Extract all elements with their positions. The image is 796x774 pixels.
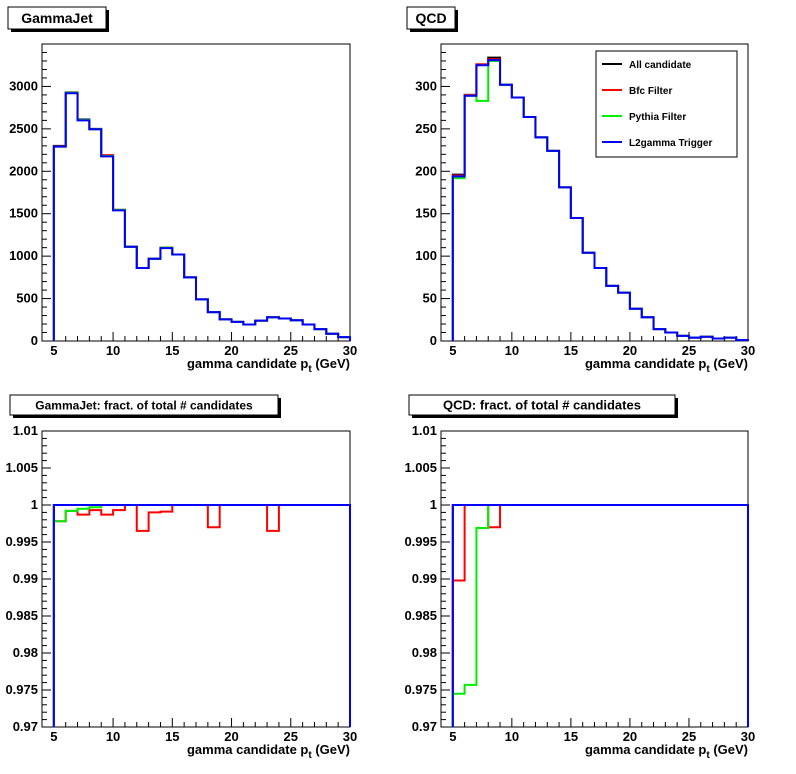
x-tick-label: 20 — [623, 729, 637, 744]
x-tick-label: 30 — [343, 343, 357, 358]
x-tick-label: 5 — [449, 343, 456, 358]
x-axis-label: gamma candidate pt (GeV) — [187, 742, 350, 761]
x-tick-label: 5 — [50, 729, 57, 744]
title-box — [7, 6, 107, 30]
histogram-series-3 — [451, 504, 749, 727]
y-tick-label: 1500 — [9, 206, 38, 221]
x-axis-label: gamma candidate pt (GeV) — [585, 356, 748, 375]
y-tick-label: 0 — [430, 333, 437, 348]
y-tick-label: 0.99 — [13, 571, 38, 586]
x-axis-label: gamma candidate pt (GeV) — [187, 356, 350, 375]
y-tick-label: 0.975 — [5, 682, 38, 697]
y-tick-label: 250 — [415, 121, 437, 136]
y-tick-label: 0.985 — [404, 608, 437, 623]
y-tick-label: 100 — [415, 248, 437, 263]
x-tick-label: 25 — [682, 729, 696, 744]
histogram-series-3 — [52, 504, 351, 727]
x-tick-label: 10 — [505, 343, 519, 358]
y-tick-label: 1 — [31, 497, 38, 512]
histogram-series-1 — [52, 504, 351, 727]
x-tick-label: 25 — [284, 729, 298, 744]
title-box — [408, 394, 676, 416]
y-tick-label: 1.005 — [404, 460, 437, 475]
y-tick-label: 2000 — [9, 163, 38, 178]
x-tick-label: 15 — [165, 729, 179, 744]
x-tick-label: 10 — [505, 729, 519, 744]
x-tick-label: 10 — [106, 729, 120, 744]
x-tick-label: 15 — [165, 343, 179, 358]
y-tick-label: 0.97 — [412, 719, 437, 734]
x-axis-label: gamma candidate pt (GeV) — [585, 742, 748, 761]
y-tick-label: 50 — [423, 291, 437, 306]
histogram-series-2 — [52, 504, 351, 727]
y-tick-label: 3000 — [9, 78, 38, 93]
x-tick-label: 5 — [449, 729, 456, 744]
x-tick-label: 5 — [50, 343, 57, 358]
y-tick-label: 0.98 — [13, 645, 38, 660]
histogram-series-1 — [451, 504, 749, 727]
x-tick-label: 15 — [564, 343, 578, 358]
legend-label: Bfc Filter — [629, 86, 672, 97]
y-tick-label: 1.005 — [5, 460, 38, 475]
y-tick-label: 200 — [415, 163, 437, 178]
legend-label: All candidate — [629, 60, 692, 71]
y-tick-label: 0.98 — [412, 645, 437, 660]
y-tick-label: 0.995 — [5, 534, 38, 549]
y-tick-label: 0 — [31, 333, 38, 348]
y-tick-label: 300 — [415, 78, 437, 93]
x-tick-label: 20 — [623, 343, 637, 358]
x-tick-label: 30 — [741, 343, 755, 358]
chart-title: QCD — [415, 10, 446, 26]
y-tick-label: 1000 — [9, 248, 38, 263]
histogram-series-4 — [451, 59, 749, 342]
y-tick-label: 0.995 — [404, 534, 437, 549]
y-tick-label: 1 — [430, 497, 437, 512]
histogram-series-2 — [451, 504, 749, 727]
x-tick-label: 25 — [284, 343, 298, 358]
histogram-series-4 — [52, 504, 351, 727]
title-box — [406, 6, 456, 30]
y-tick-label: 150 — [415, 206, 437, 221]
y-tick-label: 1.01 — [13, 423, 38, 438]
x-tick-label: 25 — [682, 343, 696, 358]
title-box — [9, 394, 279, 416]
chart-title: GammaJet — [21, 10, 93, 26]
plot-frame — [440, 430, 749, 728]
y-tick-label: 500 — [16, 291, 38, 306]
legend-box — [595, 50, 738, 158]
chart-panel-4: QCD: fract. of total # candidates 5 10 15 20… — [404, 394, 755, 761]
chart-panel-3: GammaJet: fract. of total # candidates 5 1… — [5, 394, 357, 761]
x-tick-label: 20 — [224, 729, 238, 744]
histogram-series-4 — [451, 504, 749, 727]
y-tick-label: 0.975 — [404, 682, 437, 697]
y-tick-label: 0.97 — [13, 719, 38, 734]
plot-frame — [41, 430, 351, 728]
histogram-series-4 — [52, 92, 351, 341]
chart-title: QCD: fract. of total # candidates — [443, 398, 641, 413]
x-tick-label: 15 — [564, 729, 578, 744]
y-tick-label: 2500 — [9, 121, 38, 136]
x-tick-label: 20 — [224, 343, 238, 358]
chart-panel-1: GammaJet 5 10 15 20 25 30 0 500 1000 1500 2000 2500 3… — [7, 6, 357, 375]
legend-label: L2gamma Trigger — [629, 138, 712, 149]
chart-title: GammaJet: fract. of total # candidates — [35, 398, 253, 412]
x-tick-label: 30 — [343, 729, 357, 744]
x-tick-label: 30 — [741, 729, 755, 744]
y-tick-label: 0.99 — [412, 571, 437, 586]
legend-label: Pythia Filter — [629, 112, 686, 123]
y-tick-label: 0.985 — [5, 608, 38, 623]
y-tick-label: 1.01 — [412, 423, 437, 438]
x-tick-label: 10 — [106, 343, 120, 358]
